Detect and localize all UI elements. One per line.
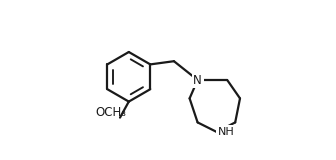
Text: N: N (193, 73, 202, 87)
Text: NH: NH (218, 127, 235, 137)
Text: OCH₃: OCH₃ (95, 105, 126, 119)
